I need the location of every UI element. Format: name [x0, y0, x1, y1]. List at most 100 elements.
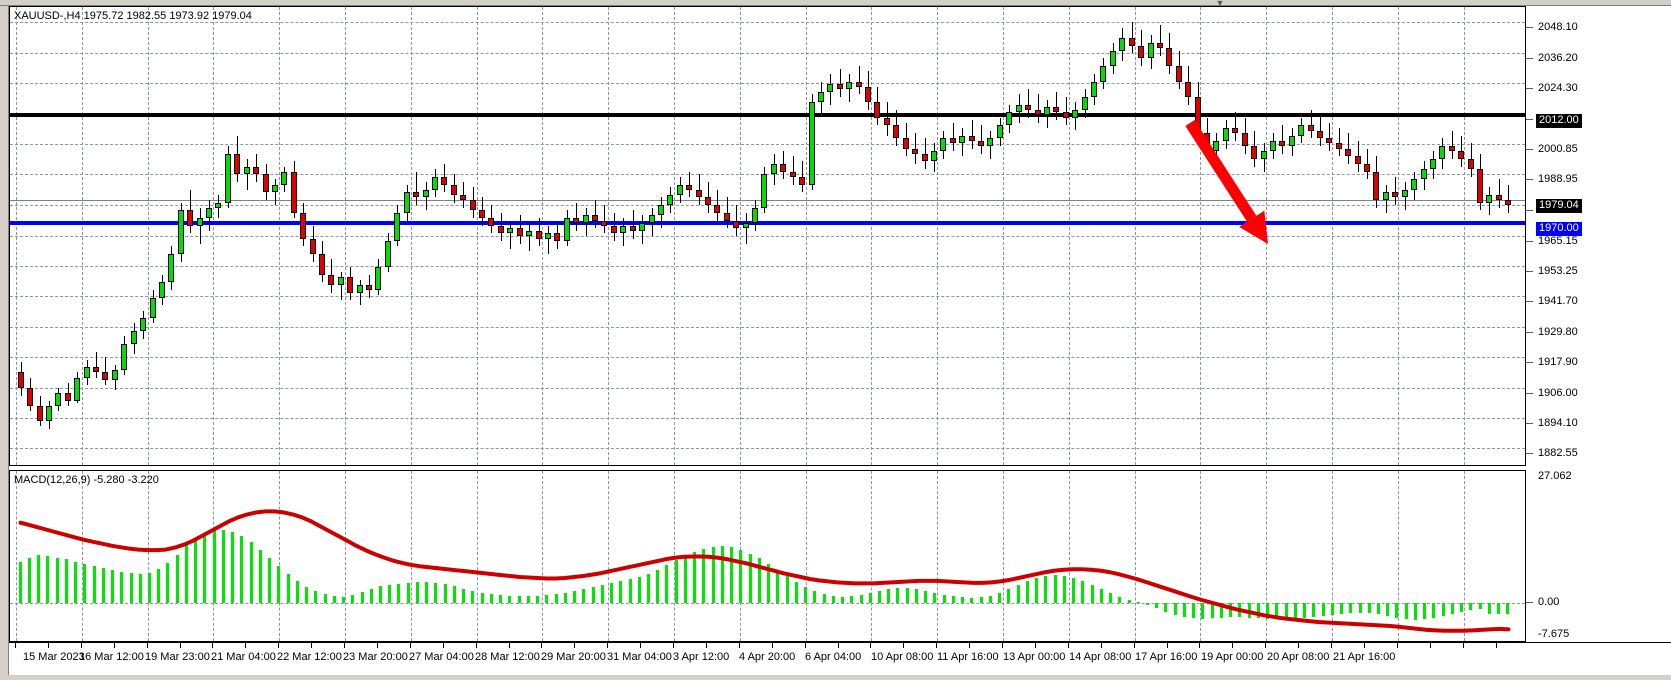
- axis-tick: [705, 643, 707, 648]
- chevron-down-icon[interactable]: ▼: [1215, 0, 1225, 8]
- support-level-tag[interactable]: 1970.00: [1536, 222, 1582, 237]
- candle-body-bullish: [375, 266, 381, 291]
- candle-body-bullish: [1100, 66, 1106, 82]
- macd-histogram-bar: [1091, 584, 1094, 604]
- macd-histogram-bar: [712, 546, 715, 604]
- grid-line-vertical: [805, 7, 807, 465]
- candle-wick: [275, 179, 276, 206]
- macd-histogram-bar: [342, 596, 345, 604]
- price-chart-pane[interactable]: XAUUSD-,H4 1975.72 1982.55 1973.92 1979.…: [9, 6, 1526, 466]
- candle-body-bullish: [338, 277, 344, 285]
- last-price-tag[interactable]: 1979.04: [1536, 198, 1582, 213]
- candle-body-bullish: [1091, 81, 1097, 98]
- candle-body-bearish: [310, 238, 316, 254]
- macd-histogram-bar: [407, 582, 410, 604]
- candle-body-bullish: [1411, 179, 1417, 190]
- candle-wick: [96, 351, 97, 378]
- time-axis-label: 14 Apr 08:00: [1069, 651, 1132, 663]
- price-axis-label: 1917.90: [1538, 356, 1578, 369]
- candle-body-bullish: [46, 405, 52, 422]
- macd-histogram-bar: [1201, 603, 1204, 619]
- candle-body-bullish: [140, 318, 146, 332]
- macd-histogram-bar: [813, 590, 816, 604]
- price-pane-title: XAUUSD-,H4 1975.72 1982.55 1973.92 1979.…: [14, 10, 252, 22]
- axis-tick: [541, 643, 543, 648]
- candle-body-bullish: [1430, 158, 1436, 170]
- axis-tick: [607, 643, 609, 648]
- axis-tick: [146, 643, 148, 648]
- resistance-level-tag[interactable]: 2012.00: [1536, 114, 1582, 129]
- grid-line-vertical: [81, 7, 83, 465]
- macd-histogram-bar: [619, 580, 622, 604]
- macd-histogram-bar: [665, 565, 668, 604]
- candle-body-bullish: [385, 241, 391, 267]
- grid-line-vertical: [1134, 7, 1136, 465]
- grid-line-horizontal: [10, 235, 1525, 237]
- axis-tick: [311, 643, 313, 648]
- macd-histogram-bar: [1275, 603, 1278, 620]
- candle-body-bullish: [112, 369, 118, 381]
- candle-wick: [953, 122, 954, 152]
- macd-histogram-bar: [702, 548, 705, 604]
- bearish-arrow-annotation: [1185, 120, 1268, 244]
- macd-histogram-bar: [1128, 599, 1131, 604]
- axis-tick: [475, 643, 477, 648]
- candle-body-bullish: [507, 228, 513, 234]
- candle-wick: [1508, 184, 1509, 213]
- macd-histogram-bar: [1072, 577, 1075, 604]
- candle-body-bearish: [1195, 97, 1201, 134]
- candle-wick: [840, 68, 841, 98]
- grid-line-vertical: [1266, 7, 1268, 465]
- candle-body-bearish: [93, 367, 99, 373]
- macd-histogram-bar: [564, 592, 567, 604]
- candle-body-bullish: [394, 212, 400, 242]
- axis-tick: [1526, 179, 1533, 181]
- macd-histogram-bar: [46, 556, 49, 604]
- macd-histogram-bar: [305, 586, 308, 604]
- candle-body-bullish: [818, 91, 824, 103]
- macd-histogram-bar: [1423, 603, 1426, 620]
- candle-wick: [1066, 97, 1067, 126]
- candle-wick: [633, 210, 634, 239]
- resistance-line[interactable]: [10, 113, 1525, 118]
- support-line[interactable]: [10, 221, 1525, 226]
- time-axis[interactable]: 15 Mar 2023 16 Mar 12:00 19 Mar 23:00 21 Ma…: [9, 642, 1671, 675]
- candle-body-bearish: [799, 176, 805, 185]
- macd-histogram-bar: [250, 541, 253, 604]
- axis-tick: [1199, 643, 1201, 648]
- candle-body-bullish: [526, 230, 532, 236]
- candle-wick: [1452, 130, 1453, 159]
- candle-wick: [576, 202, 577, 231]
- macd-histogram-bar: [786, 576, 789, 604]
- candle-body-bullish: [1072, 109, 1078, 118]
- axis-tick: [1429, 643, 1431, 648]
- macd-histogram-bar: [324, 593, 327, 604]
- candle-body-bearish: [912, 148, 918, 154]
- macd-indicator-pane[interactable]: MACD(12,26,9) -5.280 -3.220: [9, 470, 1526, 642]
- axis-tick: [1495, 643, 1497, 648]
- candle-body-bearish: [18, 372, 24, 388]
- candle-body-bullish: [1270, 140, 1276, 152]
- candle-body-bearish: [874, 102, 880, 118]
- macd-histogram-bar: [1266, 603, 1269, 619]
- candle-body-bearish: [714, 205, 720, 213]
- candle-body-bullish: [1110, 50, 1116, 67]
- axis-tick: [1034, 643, 1036, 648]
- price-axis-label: 1929.80: [1538, 325, 1578, 338]
- macd-histogram-bar: [139, 574, 142, 604]
- macd-histogram-bar: [749, 553, 752, 604]
- macd-histogram-bar: [166, 563, 169, 604]
- candle-body-bullish: [423, 189, 429, 198]
- axis-tick: [1526, 602, 1533, 604]
- last-price-line[interactable]: [10, 199, 1525, 201]
- price-axis[interactable]: 2048.102036.202024.302012.402000.851988.…: [1526, 6, 1671, 466]
- window-top-strip: [0, 0, 1671, 6]
- candle-body-bullish: [131, 331, 137, 345]
- candle-body-bearish: [536, 230, 542, 239]
- time-axis-label: 22 Mar 12:00: [277, 651, 342, 663]
- candle-wick: [595, 199, 596, 229]
- candle-body-bearish: [1496, 194, 1502, 200]
- candle-body-bearish: [1373, 171, 1379, 200]
- candle-body-bullish: [997, 125, 1003, 139]
- grid-line-horizontal: [10, 418, 1525, 420]
